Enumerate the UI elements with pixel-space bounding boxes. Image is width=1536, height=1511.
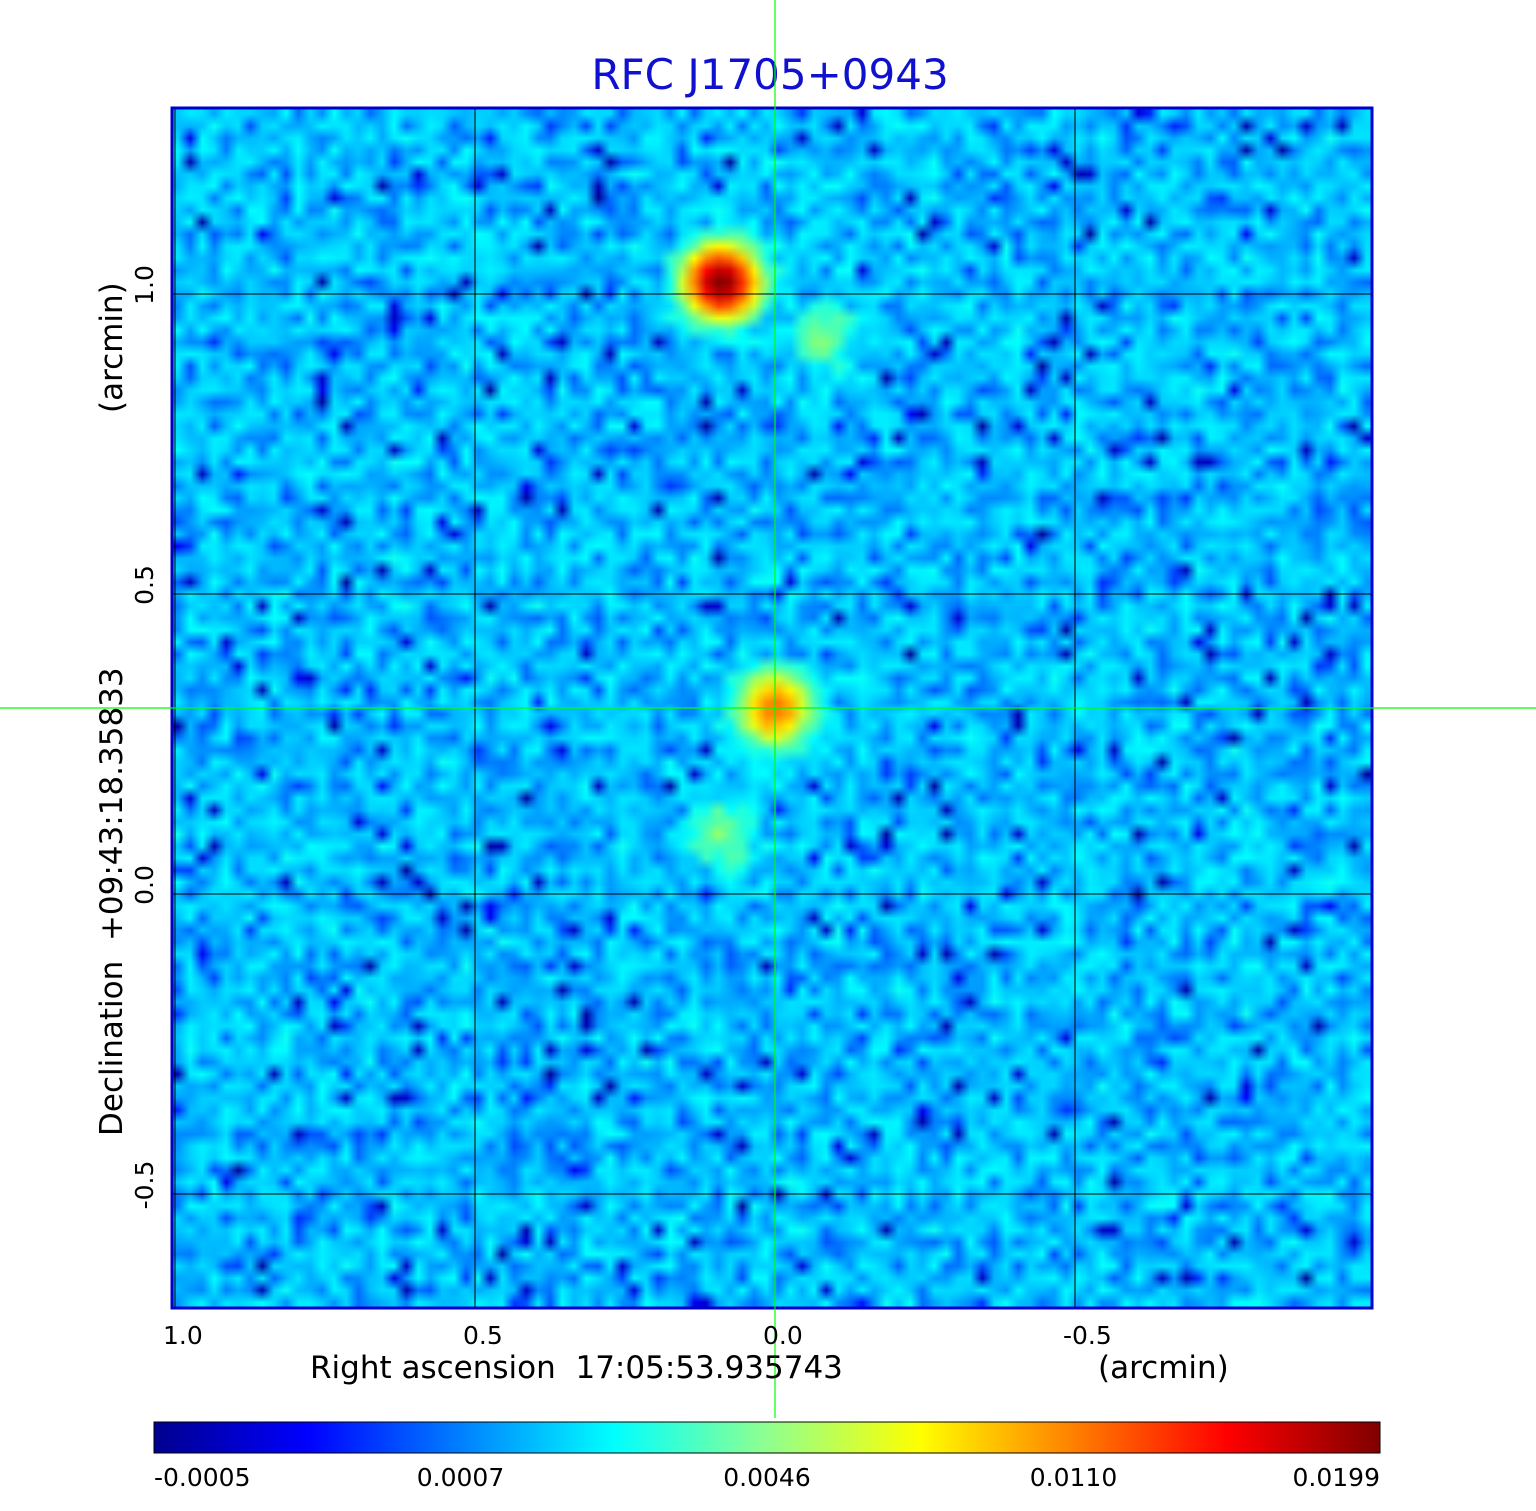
colorbar-tick-label: 0.0046 xyxy=(723,1463,810,1492)
chart-title: RFC J1705+0943 xyxy=(591,50,948,99)
y-tick-label: 1.0 xyxy=(130,265,159,305)
y-tick-label: -0.5 xyxy=(130,1161,159,1210)
x-tick-labels: 1.0 0.5 0.0 -0.5 xyxy=(163,1321,1112,1350)
colorbar-tick-label: 0.0199 xyxy=(1293,1463,1380,1492)
colorbar-tick-label: 0.0007 xyxy=(417,1463,504,1492)
y-axis-label: Declination +09:43:18.35833 xyxy=(94,667,130,1136)
colorbar xyxy=(154,1422,1380,1453)
y-tick-labels: 1.0 0.5 0.0 -0.5 xyxy=(130,265,159,1209)
y-axis-unit: (arcmin) xyxy=(94,282,130,413)
colorbar-tick-labels: -0.0005 0.0007 0.0046 0.0110 0.0199 xyxy=(154,1463,1380,1492)
x-axis-label: Right ascension 17:05:53.935743 xyxy=(310,1350,843,1386)
colorbar-tick-label: -0.0005 xyxy=(154,1463,251,1492)
y-tick-label: 0.0 xyxy=(130,865,159,905)
x-tick-label: 0.0 xyxy=(763,1321,803,1350)
x-tick-label: 1.0 xyxy=(163,1321,203,1350)
x-tick-label: -0.5 xyxy=(1063,1321,1112,1350)
colorbar-tick-label: 0.0110 xyxy=(1030,1463,1117,1492)
x-axis-unit: (arcmin) xyxy=(1098,1350,1229,1386)
y-tick-label: 0.5 xyxy=(130,565,159,605)
x-tick-label: 0.5 xyxy=(463,1321,503,1350)
